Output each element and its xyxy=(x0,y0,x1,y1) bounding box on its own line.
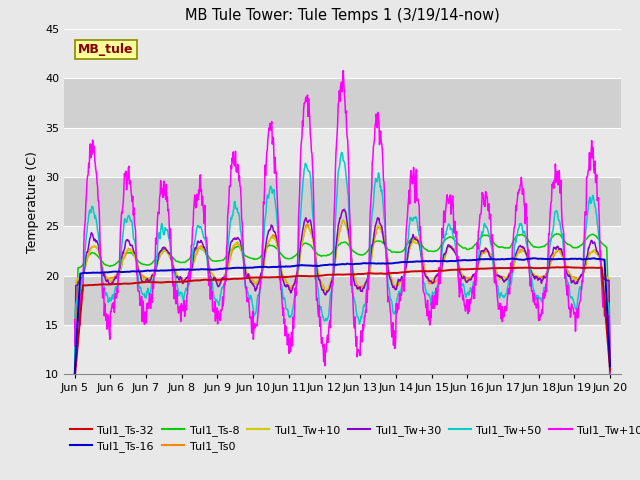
Bar xyxy=(64,78,621,128)
Bar xyxy=(64,276,621,325)
Bar xyxy=(64,226,621,276)
Bar xyxy=(64,177,621,226)
Legend: Tul1_Ts-32, Tul1_Ts-16, Tul1_Ts-8, Tul1_Ts0, Tul1_Tw+10, Tul1_Tw+30, Tul1_Tw+50,: Tul1_Ts-32, Tul1_Ts-16, Tul1_Ts-8, Tul1_… xyxy=(70,425,640,452)
Bar xyxy=(64,128,621,177)
Text: MB_tule: MB_tule xyxy=(78,43,133,56)
Y-axis label: Temperature (C): Temperature (C) xyxy=(26,151,40,252)
Bar xyxy=(64,29,621,78)
Title: MB Tule Tower: Tule Temps 1 (3/19/14-now): MB Tule Tower: Tule Temps 1 (3/19/14-now… xyxy=(185,9,500,24)
Bar xyxy=(64,325,621,374)
